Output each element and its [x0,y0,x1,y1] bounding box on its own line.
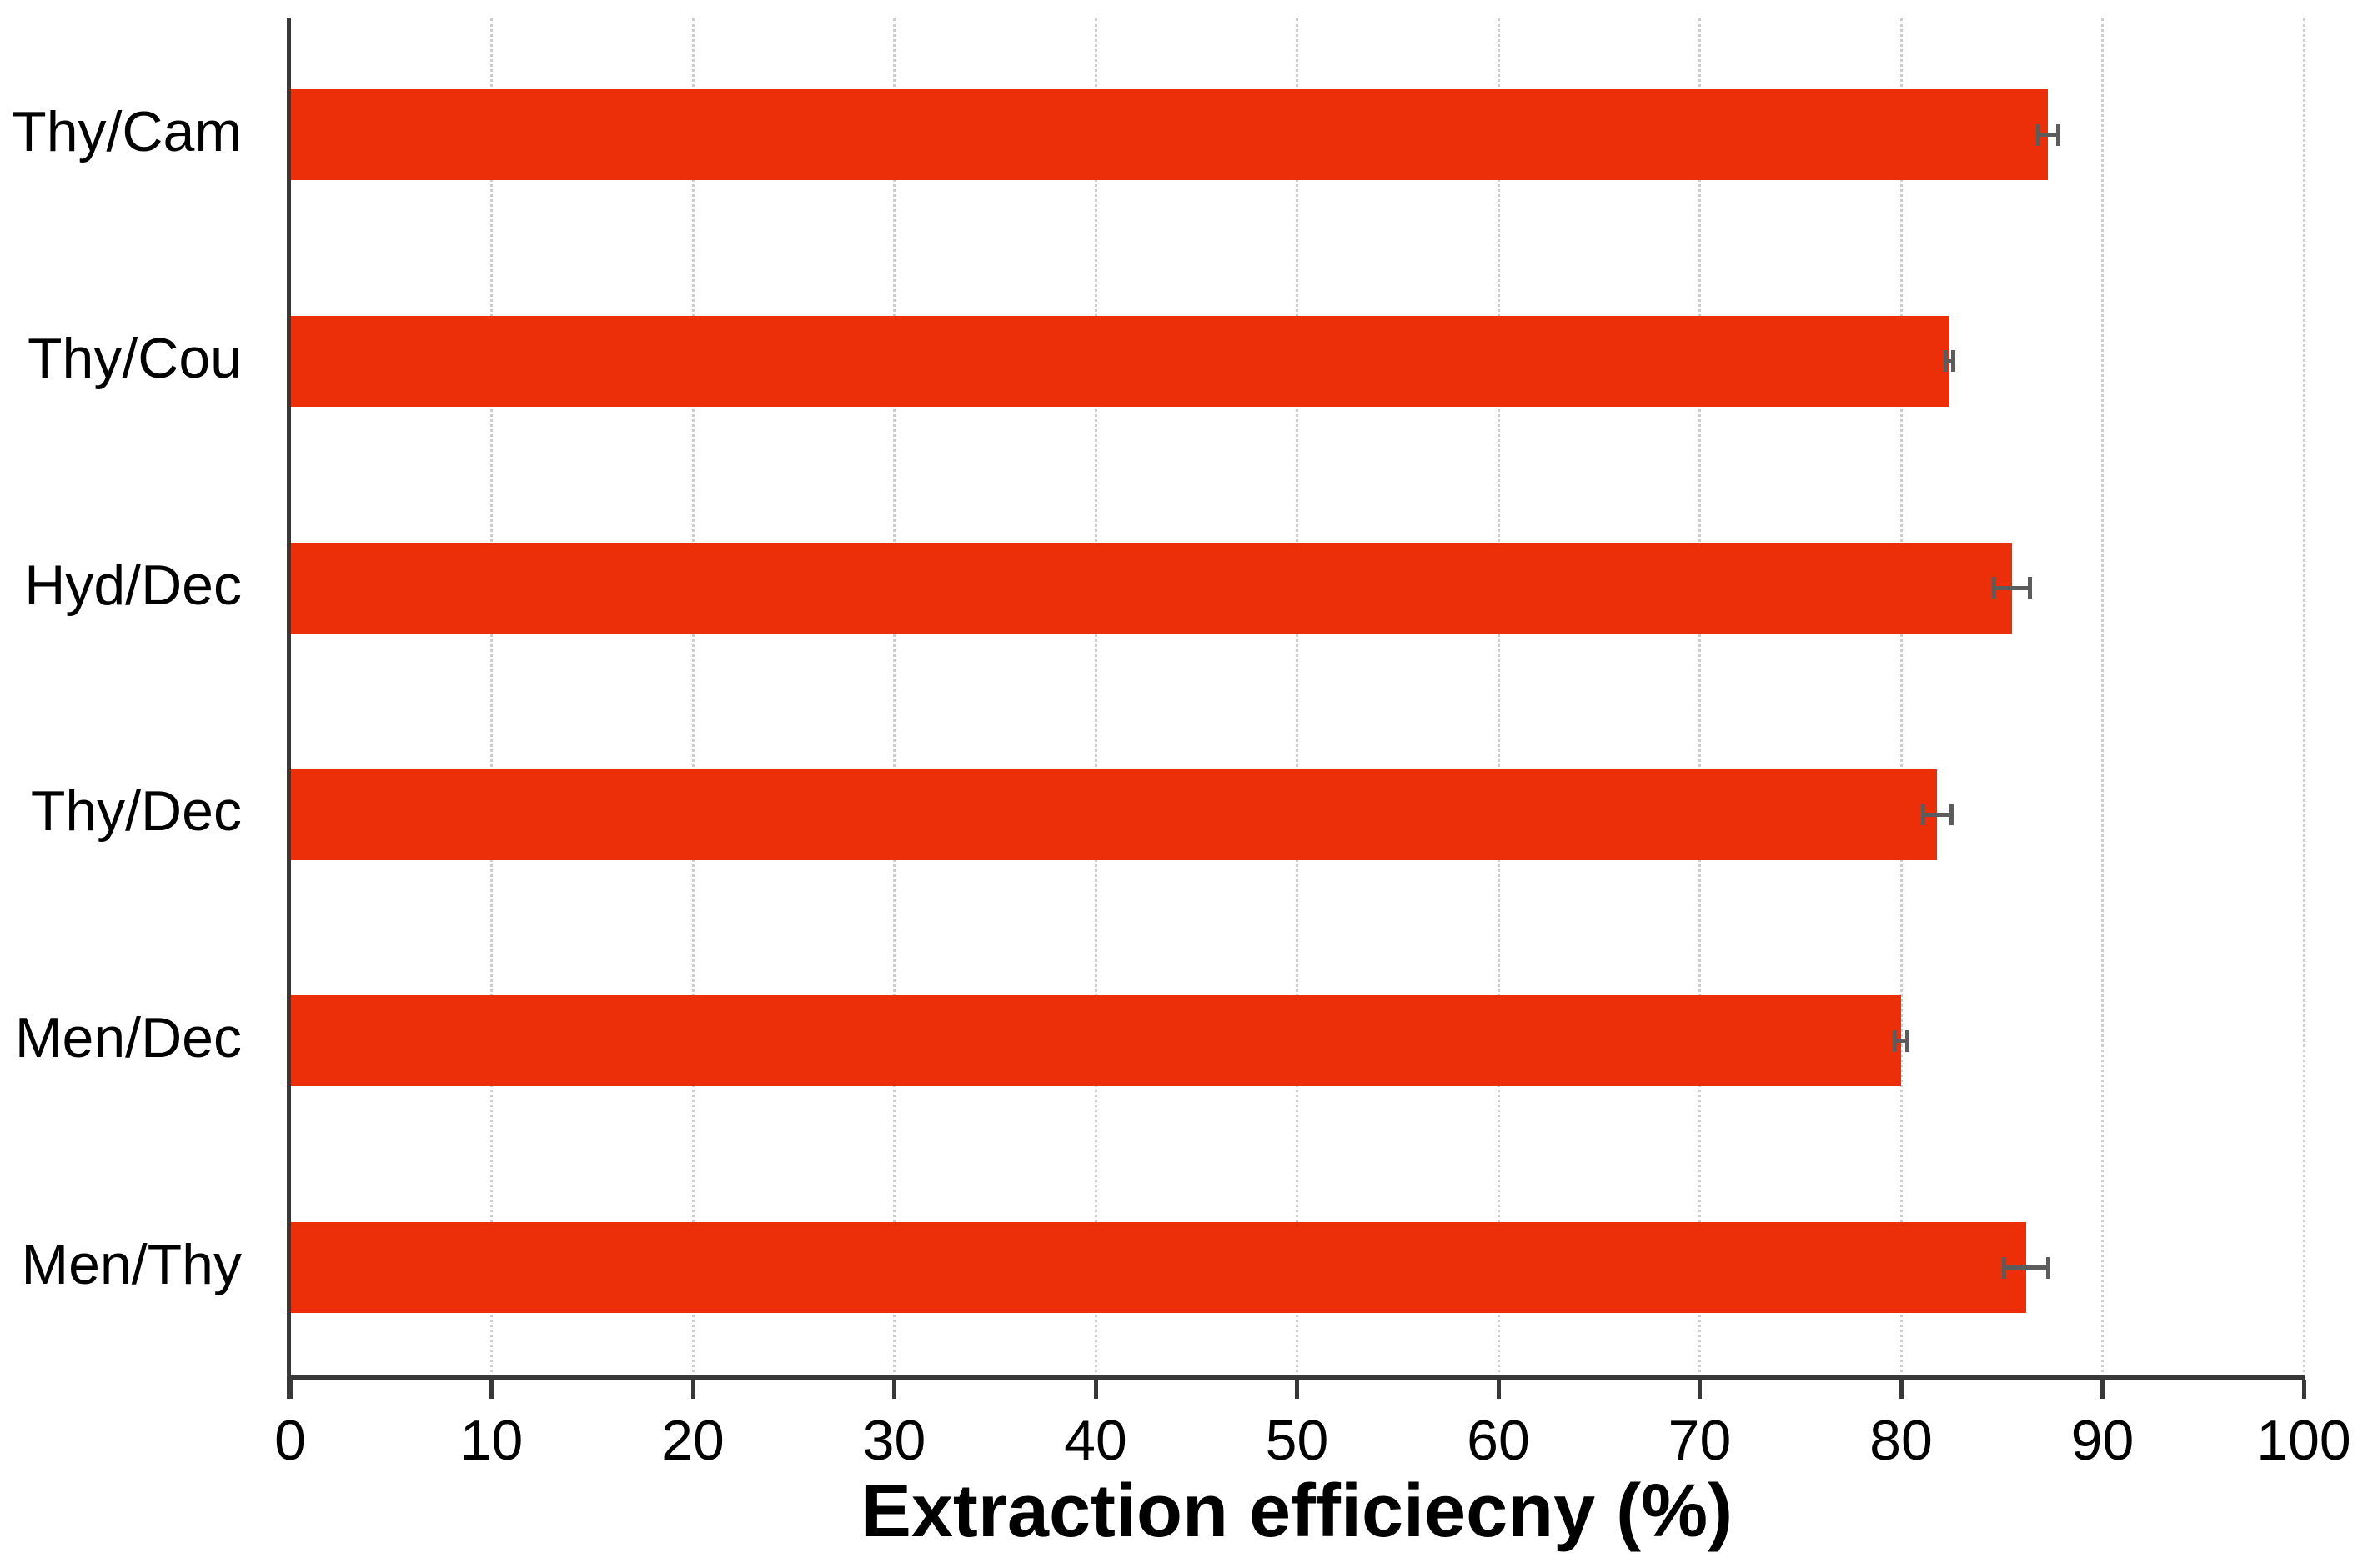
category-label: Thy/Cou [28,326,242,390]
error-bar-cap-left [2001,1256,2006,1279]
gridline [2101,18,2104,1378]
gridline [1296,18,1298,1378]
error-bar-line [1943,358,1956,363]
x-tick-label: 40 [1064,1409,1127,1472]
x-tick-label: 80 [1869,1409,1933,1472]
bar [290,769,1938,860]
bar [290,89,2049,180]
error-bar [1893,1029,1909,1052]
error-bar-cap-right [1904,1029,1909,1052]
error-bar-line [2035,133,2060,137]
error-bar [1943,350,1956,373]
x-tick-label: 50 [1265,1409,1329,1472]
gridline [893,18,896,1378]
x-tick-label: 100 [2256,1409,2351,1472]
x-tick-label: 0 [274,1409,306,1472]
error-bar-line [2001,1265,2050,1270]
bar [290,542,2012,634]
error-bar-cap-right [2045,1256,2050,1279]
gridline [1497,18,1500,1378]
x-tick-label: 60 [1467,1409,1530,1472]
x-tick [690,1380,695,1399]
error-bar-line [1991,585,2032,590]
x-tick-label: 90 [2070,1409,2135,1472]
error-bar-cap-left [2035,123,2040,146]
error-bar-line [1893,1039,1909,1044]
x-tick [1295,1380,1299,1399]
error-bar-cap-left [1893,1029,1898,1052]
x-tick [1496,1380,1501,1399]
error-bar-cap-left [1991,577,1996,599]
error-bar-cap-right [2055,123,2060,146]
error-bar-cap-left [1921,804,1926,825]
x-axis-line [287,1375,2305,1380]
x-tick-label: 10 [459,1409,524,1472]
gridline [490,18,493,1378]
x-tick [1093,1380,1098,1399]
category-label: Men/Dec [14,1006,242,1070]
category-label: Men/Thy [21,1233,242,1297]
x-tick-label: 30 [862,1409,926,1472]
error-bar [2035,123,2060,146]
x-tick [2100,1380,2105,1399]
bar [290,315,1949,407]
category-label: Thy/Cam [12,99,242,163]
category-label: Hyd/Dec [24,553,242,617]
error-bar-cap-right [2027,577,2032,599]
x-tick [1698,1380,1702,1399]
x-tick-label: 70 [1668,1409,1732,1472]
category-label: Thy/Dec [30,779,242,844]
error-bar-line [1921,812,1954,817]
gridline [1698,18,1701,1378]
x-tick [2301,1380,2306,1399]
x-tick-label: 20 [661,1409,725,1472]
x-tick [1899,1380,1904,1399]
error-bar [1921,804,1954,825]
error-bar [1991,577,2032,599]
error-bar [2001,1256,2050,1279]
error-bar-cap-right [1951,350,1956,373]
bar [290,995,1901,1087]
bar [290,1222,2026,1314]
error-bar-cap-right [1949,804,1954,825]
gridline [1094,18,1097,1378]
gridline [1899,18,1903,1378]
gridline [691,18,695,1378]
x-tick [489,1380,494,1399]
gridline [2302,18,2305,1378]
x-tick [288,1380,293,1399]
x-axis-title: Extraction efficiecny (%) [860,1470,1733,1553]
error-bar-cap-left [1943,350,1948,373]
x-tick [892,1380,896,1399]
y-axis-line [287,18,291,1399]
